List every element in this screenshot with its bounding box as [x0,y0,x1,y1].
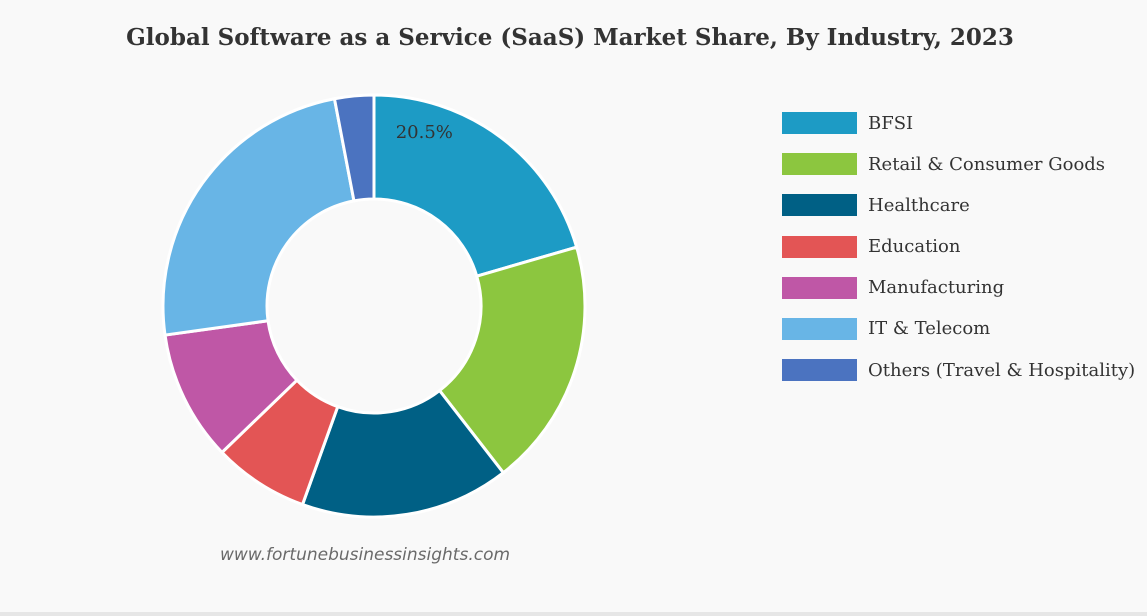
legend-label: Others (Travel & Hospitality) [868,359,1136,381]
legend: BFSI Retail & Consumer Goods Healthcare Edu… [782,110,1135,398]
legend-item-manufacturing[interactable]: Manufacturing [782,275,1135,301]
legend-item-it-and-telecom[interactable]: IT & Telecom [782,316,1135,342]
legend-label: Retail & Consumer Goods [868,153,1106,175]
legend-swatch [782,317,857,340]
legend-label: Healthcare [868,194,970,216]
legend-swatch [782,359,857,382]
legend-item-others-travel-and-hospitality[interactable]: Others (Travel & Hospitality) [782,357,1135,383]
slice-others-travel-and-hospitality[interactable] [332,93,376,203]
chart-title: Global Software as a Service (SaaS) Mark… [126,24,1014,51]
donut-chart: 20.5% [161,93,587,519]
legend-label: IT & Telecom [868,318,991,340]
legend-label: Manufacturing [868,277,1005,299]
legend-swatch [782,235,857,258]
slice-retail-and-consumer-goods[interactable] [437,245,587,475]
legend-label: Education [868,236,961,258]
legend-label: BFSI [868,112,914,134]
slice-bfsi[interactable] [372,93,579,279]
donut-slices [161,93,587,519]
slice-healthcare[interactable] [300,388,506,519]
legend-item-bfsi[interactable]: BFSI [782,110,1135,136]
legend-item-retail-and-consumer-goods[interactable]: Retail & Consumer Goods [782,151,1135,177]
data-labels: 20.5% [396,122,453,143]
legend-swatch [782,276,857,299]
bottom-divider [0,612,1147,616]
slice-it-and-telecom[interactable] [161,96,356,337]
legend-swatch [782,112,857,134]
legend-item-education[interactable]: Education [782,234,1135,260]
legend-swatch [782,194,857,217]
data-label-bfsi: 20.5% [396,122,453,143]
legend-item-healthcare[interactable]: Healthcare [782,192,1135,218]
legend-swatch [782,153,857,176]
source-watermark: www.fortunebusinessinsights.com [220,545,511,565]
